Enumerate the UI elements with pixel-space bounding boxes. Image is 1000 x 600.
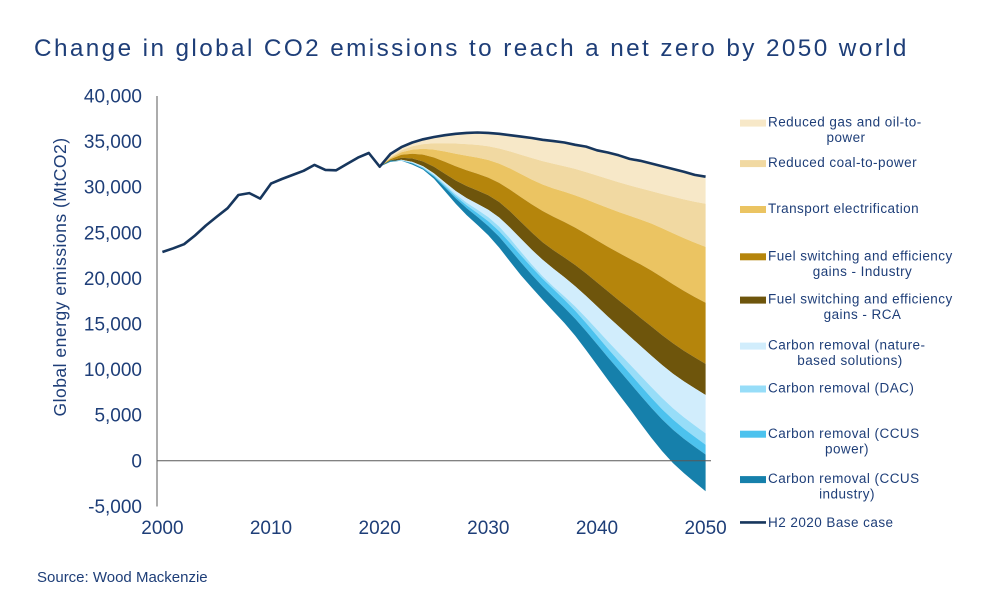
svg-text:25,000: 25,000 — [84, 223, 142, 244]
svg-text:Fuel switching and efficiency: Fuel switching and efficiency — [768, 248, 953, 263]
svg-text:Carbon removal (CCUS: Carbon removal (CCUS — [768, 471, 920, 486]
svg-text:2020: 2020 — [359, 518, 401, 539]
svg-text:2050: 2050 — [684, 518, 726, 539]
svg-text:Reduced coal-to-power: Reduced coal-to-power — [768, 155, 917, 170]
svg-text:power: power — [826, 130, 865, 145]
svg-text:20,000: 20,000 — [84, 269, 142, 290]
svg-text:5,000: 5,000 — [94, 406, 142, 427]
svg-text:15,000: 15,000 — [84, 315, 142, 336]
svg-text:2000: 2000 — [141, 518, 183, 539]
svg-text:Carbon removal (DAC): Carbon removal (DAC) — [768, 381, 914, 396]
svg-text:power): power) — [825, 441, 869, 456]
svg-text:2040: 2040 — [576, 518, 618, 539]
svg-text:gains - Industry: gains - Industry — [813, 264, 913, 279]
svg-text:H2 2020 Base case: H2 2020 Base case — [768, 515, 893, 530]
svg-text:based solutions): based solutions) — [797, 353, 903, 368]
svg-text:0: 0 — [131, 451, 142, 472]
svg-text:2030: 2030 — [467, 518, 509, 539]
svg-text:2010: 2010 — [250, 518, 292, 539]
svg-text:40,000: 40,000 — [84, 87, 142, 108]
svg-text:-5,000: -5,000 — [88, 497, 142, 518]
svg-text:Global energy emissions (MtCO2: Global energy emissions (MtCO2) — [50, 137, 70, 416]
svg-text:Change in global CO2 emissions: Change in global CO2 emissions to reach … — [34, 35, 909, 62]
svg-text:gains - RCA: gains - RCA — [824, 307, 902, 322]
svg-text:Reduced gas and oil-to-: Reduced gas and oil-to- — [768, 115, 922, 130]
svg-text:30,000: 30,000 — [84, 178, 142, 199]
svg-text:Fuel switching and efficiency: Fuel switching and efficiency — [768, 292, 953, 307]
svg-text:Transport electrification: Transport electrification — [768, 201, 919, 216]
svg-text:industry): industry) — [819, 487, 875, 502]
svg-text:35,000: 35,000 — [84, 132, 142, 153]
svg-text:10,000: 10,000 — [84, 360, 142, 381]
svg-text:Source: Wood Mackenzie: Source: Wood Mackenzie — [37, 569, 208, 586]
svg-text:Carbon removal (CCUS: Carbon removal (CCUS — [768, 426, 920, 441]
svg-text:Carbon removal (nature-: Carbon removal (nature- — [768, 338, 925, 353]
